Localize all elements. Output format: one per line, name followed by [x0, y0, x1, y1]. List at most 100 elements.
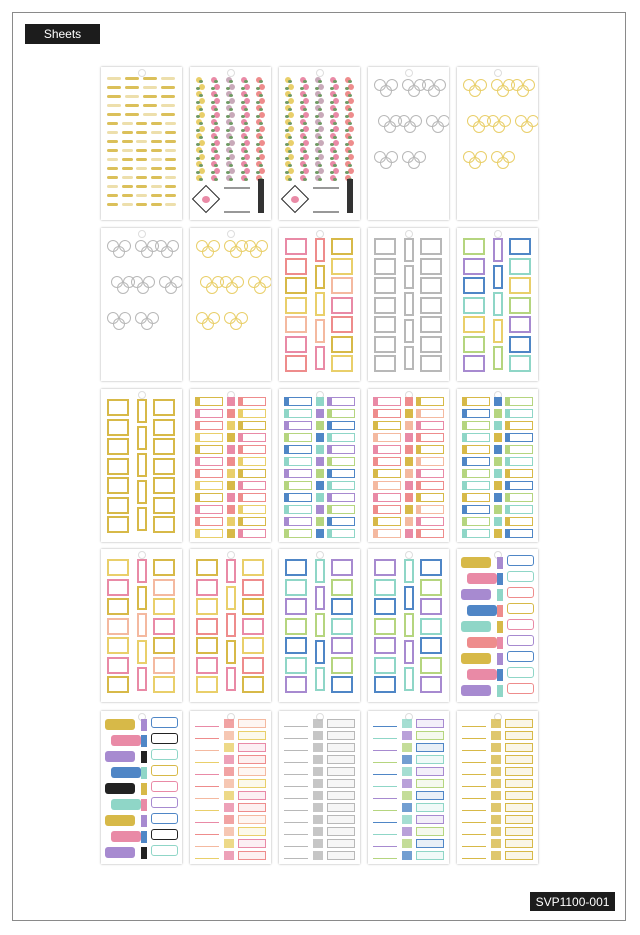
- list-line-sticker: [284, 719, 308, 727]
- label-box-sticker: [137, 586, 147, 610]
- list-line-sticker: [195, 743, 219, 751]
- flower-icon: [333, 84, 339, 90]
- bar-label-sticker: [373, 457, 401, 466]
- tab-sticker: [402, 815, 412, 824]
- flower-icon: [199, 84, 205, 90]
- list-line-sticker: [373, 791, 397, 799]
- leaf-icon: [259, 108, 263, 111]
- label-box-sticker: [153, 656, 175, 674]
- leaf-icon: [303, 122, 307, 125]
- word-sticker: [107, 149, 118, 152]
- leaf-icon: [303, 80, 307, 83]
- tab-sticker: [316, 421, 324, 430]
- sheets-label: Sheets: [25, 24, 100, 44]
- leaf-icon: [244, 178, 248, 181]
- word-sticker: [143, 113, 157, 116]
- word-sticker: [161, 86, 175, 89]
- bar-label-sticker: [238, 743, 266, 752]
- bar-label-sticker: [327, 767, 355, 776]
- bar-label-sticker: [505, 469, 533, 478]
- leaf-icon: [259, 136, 263, 139]
- sticker-sheet: [368, 711, 449, 864]
- leaf-icon: [214, 136, 218, 139]
- sticker-sheet: [279, 389, 360, 542]
- bar-label-sticker: [416, 505, 444, 514]
- leaf-icon: [256, 101, 260, 104]
- tab-sticker: [402, 839, 412, 848]
- label-box-sticker: [404, 667, 414, 691]
- tab-sticker: [497, 669, 503, 681]
- leaf-icon: [241, 171, 245, 174]
- bar-label-sticker: [373, 433, 401, 442]
- tab-sticker: [405, 421, 413, 430]
- tab-sticker: [224, 755, 234, 764]
- label-box-sticker: [196, 617, 218, 635]
- speech-bubble-sticker: [111, 799, 141, 810]
- tab-sticker: [313, 815, 323, 824]
- list-line-sticker: [462, 803, 486, 811]
- label-box-sticker: [374, 238, 396, 255]
- word-sticker: [121, 158, 133, 161]
- label-box-sticker: [463, 277, 485, 294]
- flower-icon: [348, 84, 354, 90]
- word-sticker: [121, 149, 133, 152]
- leaf-icon: [196, 87, 200, 90]
- speech-bubble-sticker: [507, 555, 534, 566]
- bar-label-sticker: [416, 469, 444, 478]
- flower-icon: [414, 151, 426, 163]
- bar-label-sticker: [505, 743, 533, 752]
- leaf-icon: [300, 87, 304, 90]
- bar-label-sticker: [327, 493, 355, 502]
- flower-icon: [434, 79, 446, 91]
- bar-label-sticker: [195, 445, 223, 454]
- label-box-sticker: [137, 559, 147, 583]
- word-sticker: [136, 158, 147, 161]
- bar-label-sticker: [462, 421, 490, 430]
- label-box-sticker: [331, 355, 353, 372]
- label-box-sticker: [404, 586, 414, 610]
- bar-label-sticker: [195, 529, 223, 538]
- tab-sticker: [227, 433, 235, 442]
- flower-icon: [229, 168, 235, 174]
- speech-bubble-sticker: [151, 845, 178, 856]
- list-line-sticker: [195, 839, 219, 847]
- label-box-sticker: [107, 578, 129, 596]
- label-box-sticker: [285, 637, 307, 654]
- label-box-sticker: [420, 238, 442, 255]
- quote-sticker: [347, 179, 353, 213]
- tab-sticker: [224, 827, 234, 836]
- bar-label-sticker: [373, 397, 401, 406]
- leaf-icon: [348, 122, 352, 125]
- bar-label-sticker: [462, 493, 490, 502]
- label-box-sticker: [463, 335, 485, 353]
- tab-sticker: [497, 621, 503, 633]
- bar-label-sticker: [327, 457, 355, 466]
- list-line-sticker: [284, 803, 308, 811]
- tab-sticker: [491, 851, 501, 860]
- sticker-sheet: [101, 711, 182, 864]
- list-line-sticker: [284, 851, 308, 859]
- leaf-icon: [199, 108, 203, 111]
- tab-sticker: [405, 457, 413, 466]
- label-box-sticker: [420, 578, 442, 596]
- leaf-icon: [256, 157, 260, 160]
- tab-sticker: [405, 529, 413, 538]
- label-box-sticker: [374, 316, 396, 333]
- label-box-sticker: [331, 257, 353, 275]
- tab-sticker: [227, 481, 235, 490]
- bar-label-sticker: [505, 791, 533, 800]
- bar-label-sticker: [238, 505, 266, 514]
- label-box-sticker: [374, 257, 396, 275]
- flower-icon: [199, 112, 205, 118]
- label-box-sticker: [285, 617, 307, 635]
- sticker-sheet: [101, 389, 182, 542]
- flower-icon: [288, 126, 294, 132]
- tab-sticker: [497, 685, 503, 697]
- leaf-icon: [348, 94, 352, 97]
- label-box-sticker: [285, 355, 307, 372]
- leaf-icon: [285, 115, 289, 118]
- leaf-icon: [256, 87, 260, 90]
- tab-sticker: [313, 791, 323, 800]
- flower-icon: [259, 168, 265, 174]
- flower-icon: [348, 126, 354, 132]
